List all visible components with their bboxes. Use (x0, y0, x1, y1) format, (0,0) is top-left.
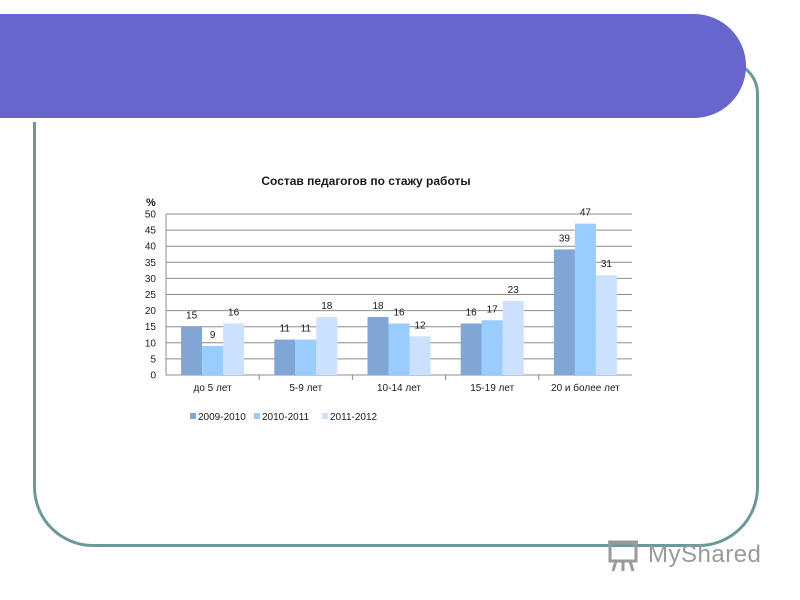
chart-title: Состав педагогов по стажу работы (261, 174, 470, 188)
bar (367, 317, 389, 375)
category-label: 5-9 лет (289, 383, 322, 394)
data-label: 23 (508, 285, 520, 296)
y-tick-label: 20 (145, 306, 157, 317)
category-label: до 5 лет (194, 383, 233, 394)
data-label: 15 (186, 311, 198, 322)
title-banner (0, 14, 746, 122)
data-label: 17 (487, 304, 499, 315)
y-tick-label: 50 (145, 210, 157, 221)
bar (502, 300, 524, 375)
legend-entry: 2009-2010 (198, 412, 246, 423)
bar (181, 326, 203, 375)
bar (388, 323, 410, 375)
bar (409, 336, 431, 375)
y-tick-label: 5 (150, 354, 156, 365)
bar (460, 323, 482, 375)
data-label: 31 (601, 259, 613, 270)
category-label: 15-19 лет (470, 383, 514, 394)
slide-frame (33, 60, 759, 547)
bar (553, 249, 575, 375)
category-label: 20 и более лет (551, 382, 620, 394)
bar (295, 339, 317, 375)
y-tick-label: 0 (150, 371, 156, 382)
bar (574, 223, 596, 375)
legend-entry: 2010-2011 (262, 412, 310, 423)
y-tick-label: 10 (145, 338, 157, 349)
bar (223, 323, 245, 375)
legend-swatch (190, 413, 196, 419)
category-label: 10-14 лет (377, 383, 421, 394)
y-tick-label: 45 (145, 226, 157, 237)
watermark-text: MyShared (648, 541, 762, 568)
bar (481, 320, 503, 375)
data-label: 18 (321, 301, 333, 312)
data-label: 16 (228, 307, 240, 318)
data-label: 11 (280, 324, 291, 335)
y-axis-unit: % (146, 197, 156, 209)
y-tick-label: 25 (145, 290, 157, 301)
y-tick-label: 30 (145, 274, 157, 285)
legend-swatch (322, 413, 328, 419)
data-label: 18 (372, 301, 384, 312)
data-label: 39 (559, 233, 571, 244)
legend-swatch (254, 413, 260, 419)
y-tick-label: 15 (145, 322, 157, 333)
bar (274, 339, 296, 375)
banner-stripe (0, 118, 706, 122)
data-label: 9 (210, 330, 216, 341)
data-label: 16 (466, 307, 478, 318)
y-tick-label: 35 (145, 258, 157, 269)
bar (316, 317, 338, 375)
bar (202, 346, 224, 375)
watermark: MyShared (606, 537, 766, 573)
bar (595, 275, 617, 375)
data-label: 47 (580, 208, 592, 219)
data-label: 12 (414, 320, 426, 331)
presentation-board-icon (608, 540, 638, 572)
data-label: 16 (393, 307, 405, 318)
y-tick-label: 40 (145, 242, 157, 253)
data-label: 11 (301, 324, 312, 335)
legend-entry: 2011-2012 (330, 412, 378, 423)
